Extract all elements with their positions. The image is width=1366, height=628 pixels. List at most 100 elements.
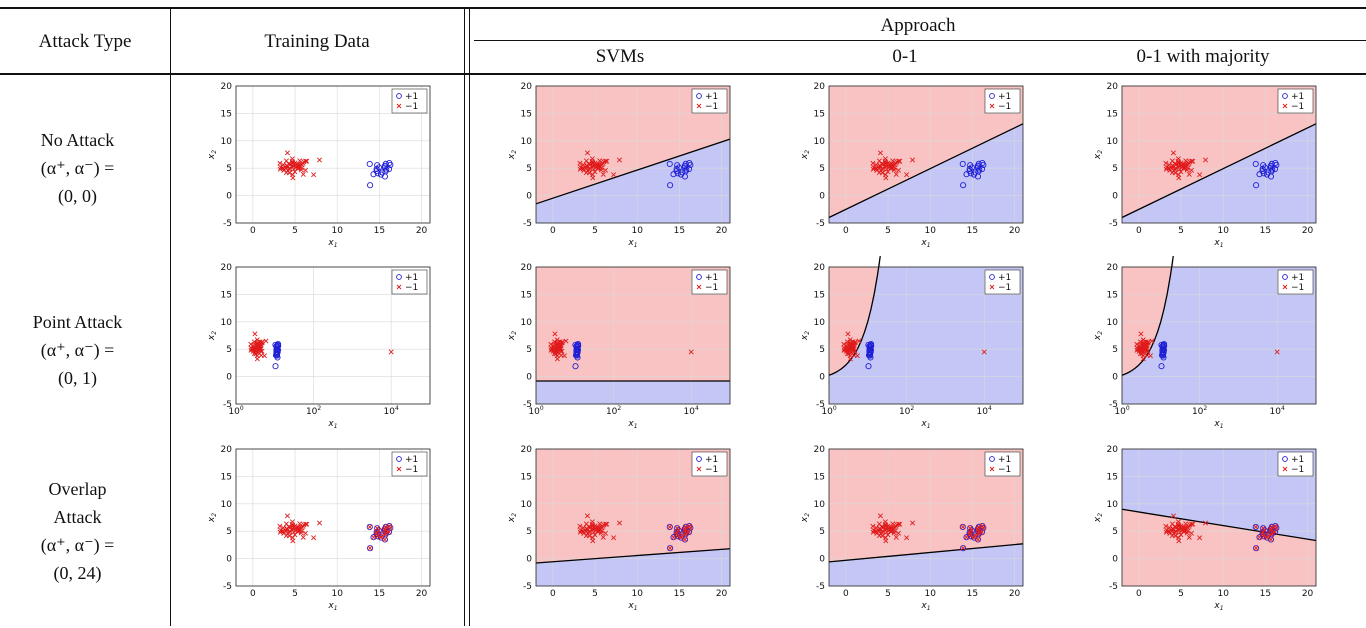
point-negative [1269,530,1275,536]
point-negative [1177,166,1183,172]
point-negative [298,530,304,536]
point-positive [976,166,983,173]
y-tick-label: 0 [819,192,825,202]
point-negative [847,353,853,359]
point-negative [1178,169,1184,175]
point-negative [891,530,897,536]
point-positive [1158,363,1165,370]
point-negative [591,166,597,172]
y-axis-label: x2 [207,331,218,341]
point-negative [1273,525,1279,531]
point-negative [885,532,891,538]
x-tick-label: 15 [374,226,385,236]
point-negative [383,530,389,536]
point-negative [882,519,888,525]
point-negative [555,342,561,348]
point-negative [592,532,598,538]
axes-frame [235,85,431,224]
point-positive [1259,165,1266,173]
point-negative [852,348,858,354]
point-negative [303,158,309,164]
point-negative [248,345,254,351]
point-negative [874,167,880,173]
y-tick-label: 20 [221,263,233,273]
x-axis-label: x1 [327,238,337,249]
point-negative [1138,331,1144,337]
point-positive [1263,171,1271,178]
point-negative [248,341,254,347]
point-negative [589,156,595,162]
x-axis-label: x1 [327,419,337,430]
header-rule [0,73,1366,75]
point-negative [687,525,693,531]
y-tick-label: 5 [1112,345,1118,355]
point-negative [1269,524,1275,530]
y-tick-label: 15 [1107,472,1118,482]
point-positive [683,166,690,173]
decision-boundary [1121,255,1174,376]
legend-positive-label: +1 [705,273,718,283]
point-negative [280,528,286,534]
x-tick-label: 5 [592,589,598,599]
point-negative [1136,348,1142,354]
axes-frame [828,85,1024,224]
point-negative [891,167,897,173]
legend-negative-label: −1 [405,102,418,112]
point-negative [682,536,688,543]
legend-negative-label: −1 [998,102,1011,112]
point-negative [1171,530,1177,536]
row-label-line: (0, 24) [53,563,102,583]
point-negative [1253,545,1259,551]
point-positive [963,534,970,541]
legend-negative-marker [989,284,995,290]
point-negative [854,353,860,359]
point-negative [1256,534,1263,540]
point-negative [1175,519,1181,525]
point-positive [383,166,390,173]
point-negative [1182,165,1188,171]
point-negative [841,345,847,351]
legend-negative-marker [1282,284,1288,290]
point-positive [367,545,374,552]
x-tick-label: 20 [1009,226,1021,236]
point-positive [575,342,582,349]
decision-boundary [828,543,1024,563]
point-negative [592,169,598,175]
y-tick-label: 20 [1107,445,1119,455]
axes-frame [535,85,731,224]
x-tick-label: 104 [977,405,992,417]
y-tick-label: 15 [1107,109,1118,119]
legend-negative-marker [989,466,995,472]
point-negative [316,520,323,526]
y-tick-label: 20 [521,445,533,455]
point-positive [370,171,377,178]
y-axis-label: x2 [1093,513,1104,523]
point-negative [585,167,591,173]
y-tick-label: 15 [221,109,232,119]
point-negative [856,338,862,344]
point-negative [375,533,381,539]
x-tick-label: 10 [924,589,936,599]
row-label-line: No Attack [40,130,115,150]
point-positive [275,342,282,349]
point-negative [598,530,604,536]
point-negative [554,353,560,359]
x-axis-label: x1 [920,419,930,430]
point-negative [1188,530,1195,536]
point-positive [674,162,681,169]
point-negative [1264,535,1270,541]
point-negative [577,523,583,529]
y-tick-label: 5 [1112,164,1118,174]
region-above [1122,256,1174,376]
point-positive [670,171,677,178]
y-tick-label: 0 [226,555,232,565]
point-negative [311,535,317,541]
legend-negative-marker [396,103,402,109]
point-positive [967,525,974,532]
point-negative [283,521,289,527]
col-divider-1 [170,8,171,626]
y-tick-label: 15 [814,472,825,482]
x-tick-label: 0 [843,589,849,599]
legend-negative-marker [396,466,402,472]
